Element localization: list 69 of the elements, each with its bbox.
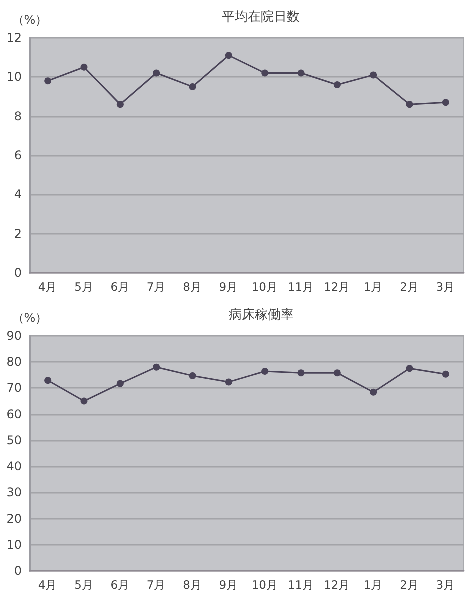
point bbox=[370, 72, 378, 79]
y-tick-label: 40 bbox=[6, 460, 22, 474]
y-tick-label: 50 bbox=[6, 433, 22, 448]
x-tick-label: 4月 bbox=[38, 280, 58, 294]
x-tick-label: 6月 bbox=[110, 578, 130, 592]
y-tick-label: 30 bbox=[6, 486, 22, 500]
point bbox=[189, 83, 196, 90]
x-tick-label: 8月 bbox=[183, 280, 202, 294]
y-tick-label: 8 bbox=[14, 109, 22, 124]
point bbox=[262, 368, 269, 376]
y-tick-label: 0 bbox=[14, 266, 22, 280]
y-tick-label: 20 bbox=[6, 512, 22, 526]
y-tick-label: 12 bbox=[6, 31, 22, 45]
x-tick-label: 1月 bbox=[364, 280, 384, 294]
y-tick-label: 60 bbox=[6, 407, 22, 422]
chart-title: 病床稼働率 bbox=[229, 307, 294, 323]
point bbox=[80, 398, 88, 405]
y-tick-label: 4 bbox=[14, 188, 22, 202]
x-tick-label: 9月 bbox=[219, 578, 239, 592]
point bbox=[262, 70, 269, 77]
y-tick-label: 80 bbox=[6, 355, 22, 370]
y-tick-label: 2 bbox=[14, 226, 22, 241]
point bbox=[153, 70, 160, 77]
x-tick-label: 6月 bbox=[110, 280, 130, 294]
y-axis-title: （%） bbox=[12, 13, 48, 27]
point bbox=[406, 365, 414, 372]
x-tick-label: 12月 bbox=[324, 578, 351, 592]
point bbox=[442, 99, 450, 106]
point bbox=[406, 101, 414, 108]
y-tick-label: 70 bbox=[6, 381, 22, 396]
x-tick-label: 2月 bbox=[400, 578, 420, 592]
x-tick-label: 8月 bbox=[183, 578, 202, 592]
point bbox=[298, 70, 305, 77]
point bbox=[370, 388, 378, 396]
x-tick-label: 10月 bbox=[252, 280, 278, 294]
y-tick-label: 6 bbox=[14, 148, 22, 162]
point bbox=[334, 82, 341, 88]
point bbox=[44, 78, 52, 85]
point bbox=[80, 64, 88, 71]
point bbox=[189, 372, 196, 380]
x-tick-label: 2月 bbox=[400, 280, 420, 294]
x-tick-label: 3月 bbox=[436, 578, 456, 592]
x-tick-label: 11月 bbox=[288, 280, 315, 294]
x-tick-label: 12月 bbox=[324, 280, 351, 294]
point bbox=[334, 370, 341, 377]
point bbox=[298, 370, 305, 377]
x-tick-label: 4月 bbox=[38, 578, 58, 592]
point bbox=[44, 377, 52, 384]
x-tick-label: 3月 bbox=[436, 280, 456, 294]
x-tick-label: 11月 bbox=[288, 578, 315, 592]
point bbox=[442, 370, 450, 378]
point bbox=[116, 101, 124, 108]
x-tick-label: 5月 bbox=[74, 280, 94, 294]
y-tick-label: 10 bbox=[6, 70, 22, 84]
x-tick-label: 9月 bbox=[219, 280, 239, 294]
point bbox=[153, 364, 160, 371]
y-axis-title: （%） bbox=[12, 311, 48, 325]
point bbox=[225, 378, 232, 386]
x-tick-label: 10月 bbox=[252, 578, 278, 592]
x-tick-label: 7月 bbox=[146, 280, 166, 294]
x-tick-label: 7月 bbox=[146, 578, 166, 592]
y-tick-label: 0 bbox=[14, 564, 22, 578]
x-tick-label: 5月 bbox=[74, 578, 94, 592]
chart-title: 平均在院日数 bbox=[222, 10, 300, 25]
point bbox=[225, 52, 232, 60]
point bbox=[116, 380, 124, 388]
y-tick-label: 90 bbox=[6, 329, 22, 343]
y-tick-label: 10 bbox=[6, 538, 22, 552]
x-tick-label: 1月 bbox=[364, 578, 384, 592]
